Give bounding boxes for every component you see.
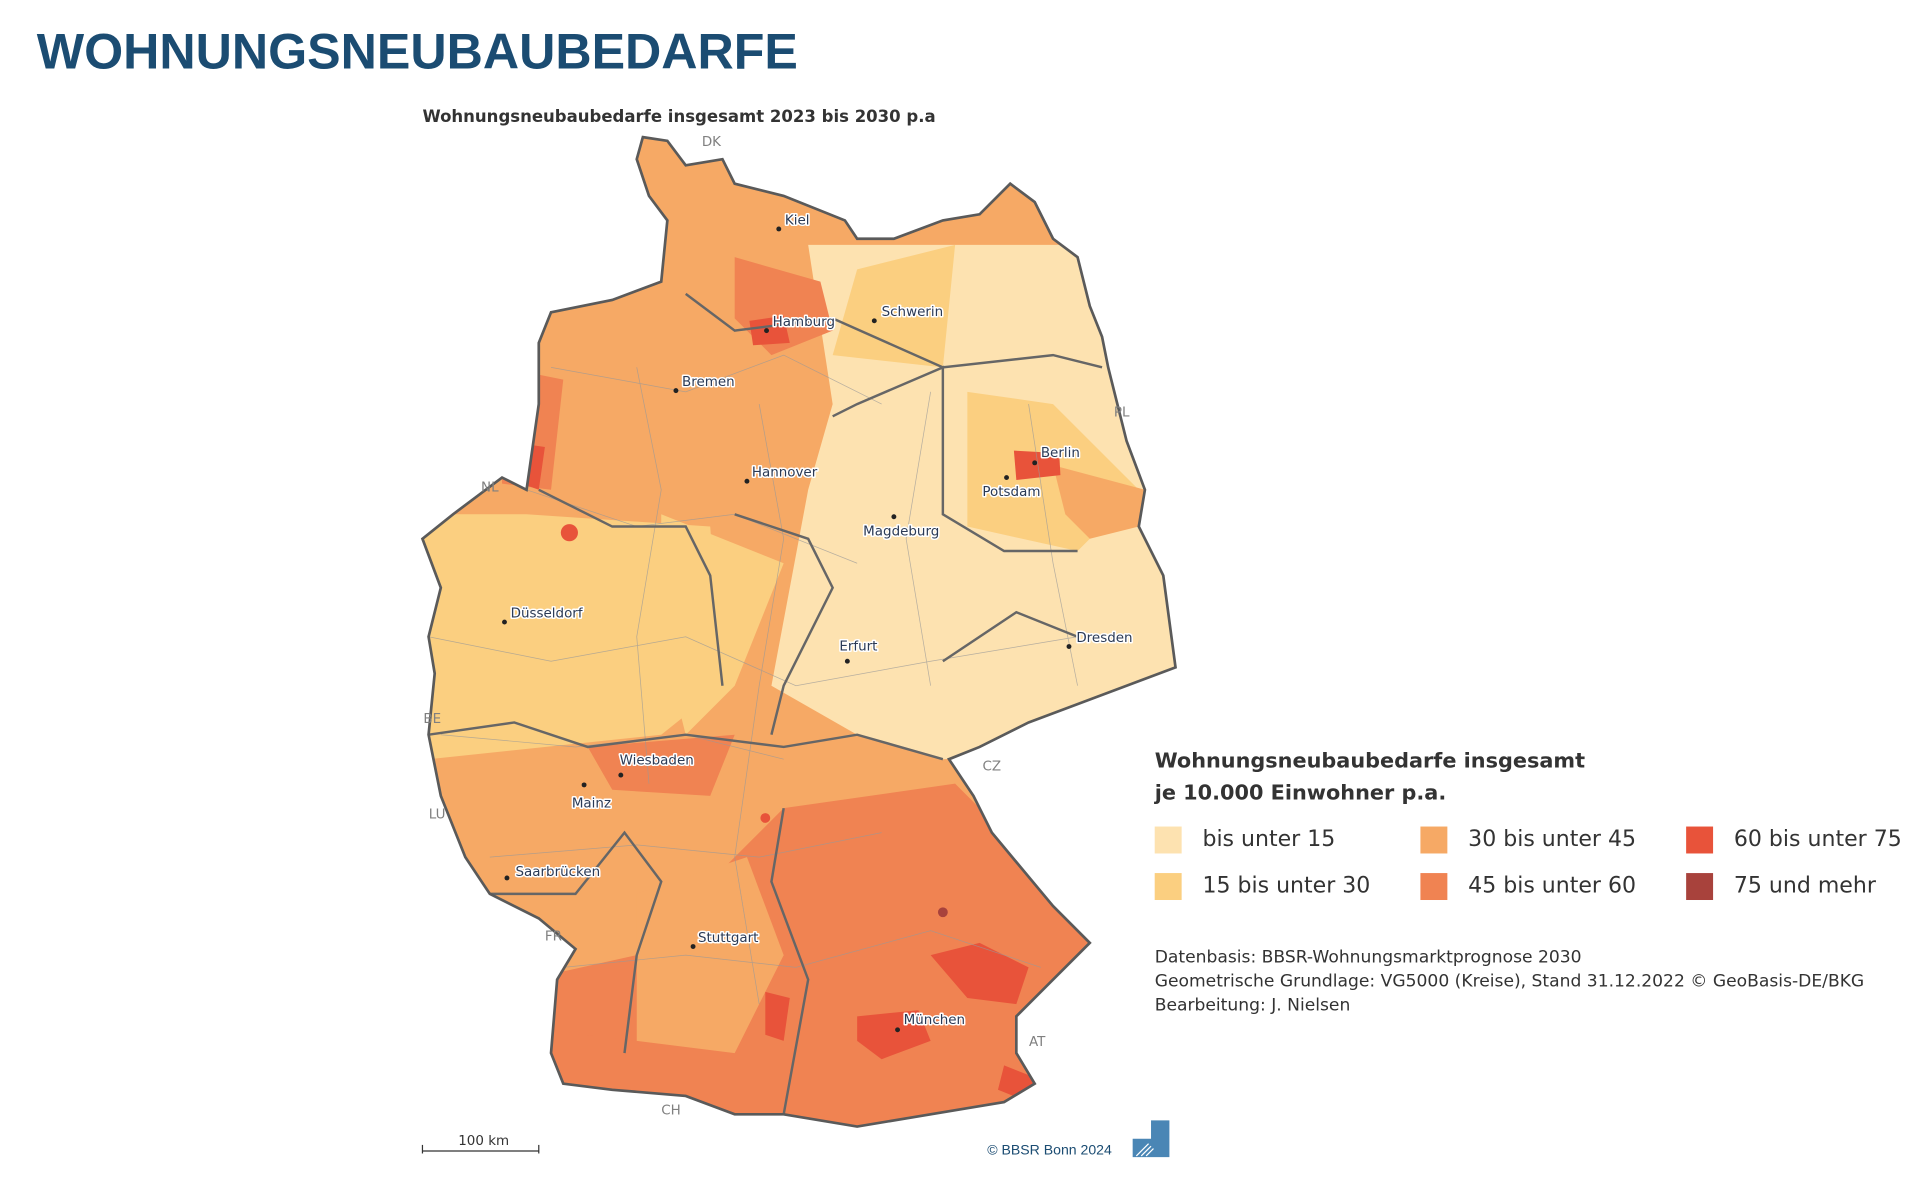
city-label: Saarbrücken: [516, 865, 601, 880]
legend-swatch: [1686, 826, 1714, 854]
country-label: DK: [702, 135, 722, 150]
city-dot: [673, 388, 679, 394]
city-dot: [581, 782, 587, 788]
city-dot: [1004, 475, 1009, 481]
page-title: WOHNUNGSNEUBAUBEDARFE: [37, 23, 798, 79]
country-label: CZ: [983, 760, 1002, 775]
city-label: Erfurt: [839, 640, 877, 655]
city-label: Wiesbaden: [620, 753, 694, 768]
logo: [1132, 1120, 1170, 1158]
legend-label: 45 bis unter 60: [1468, 874, 1636, 899]
city-dot: [764, 328, 769, 334]
source-line: Datenbasis: BBSR-Wohnungsmarktprognose 2…: [1155, 948, 1582, 968]
legend-label: 30 bis unter 45: [1468, 827, 1636, 852]
legend-swatch: [1420, 873, 1448, 901]
country-label: PL: [1114, 406, 1130, 421]
city-label: Düsseldorf: [511, 606, 583, 621]
city-label: Hamburg: [773, 315, 835, 330]
legend-swatch: [1154, 826, 1182, 854]
city-label: Hannover: [752, 466, 818, 481]
source-line: Geometrische Grundlage: VG5000 (Kreise),…: [1155, 971, 1865, 991]
city-dot: [776, 226, 782, 232]
city-dot: [1032, 460, 1038, 466]
legend-title: je 10.000 Einwohner p.a.: [1154, 780, 1447, 804]
city-dot: [1066, 644, 1072, 649]
city-label: Dresden: [1076, 631, 1132, 646]
country-label: FR: [545, 930, 562, 945]
city-label: Berlin: [1041, 446, 1080, 461]
city-label: Kiel: [785, 213, 810, 228]
city-label: Schwerin: [882, 305, 944, 320]
legend-title: Wohnungsneubaubedarfe insgesamt: [1155, 749, 1585, 773]
city-dot: [744, 478, 750, 484]
legend-label: 75 und mehr: [1734, 874, 1877, 899]
country-label: AT: [1029, 1035, 1046, 1050]
city-dot: [871, 318, 877, 324]
city-dot: [502, 619, 507, 625]
copyright: © BBSR Bonn 2024: [987, 1142, 1112, 1158]
city-label: Stuttgart: [698, 931, 758, 946]
legend-swatch: [1154, 873, 1182, 901]
map: [422, 137, 1176, 1127]
city-label: München: [904, 1013, 965, 1028]
legend-label: 15 bis unter 30: [1202, 874, 1370, 899]
city-dot: [504, 875, 510, 881]
city-dot: [891, 514, 897, 520]
legend-swatch: [1686, 873, 1714, 901]
city-dot: [895, 1027, 901, 1033]
country-label: LU: [429, 807, 446, 822]
legend-label: 60 bis unter 75: [1734, 827, 1902, 852]
scale-bar-label: 100 km: [458, 1134, 509, 1149]
legend-swatch: [1420, 826, 1448, 854]
city-dot: [690, 944, 696, 949]
map-subtitle: Wohnungsneubaubedarfe insgesamt 2023 bis…: [422, 107, 935, 126]
city-label: Mainz: [572, 796, 611, 811]
country-label: NL: [481, 480, 499, 495]
source-line: Bearbeitung: J. Nielsen: [1155, 995, 1351, 1015]
legend-label: bis unter 15: [1202, 827, 1335, 852]
city-label: Potsdam: [982, 485, 1040, 500]
country-label: CH: [661, 1104, 681, 1119]
country-label: BE: [423, 712, 441, 727]
city-dot: [844, 658, 850, 664]
city-label: Bremen: [682, 375, 735, 390]
city-label: Magdeburg: [863, 524, 939, 539]
city-dot: [618, 772, 624, 778]
